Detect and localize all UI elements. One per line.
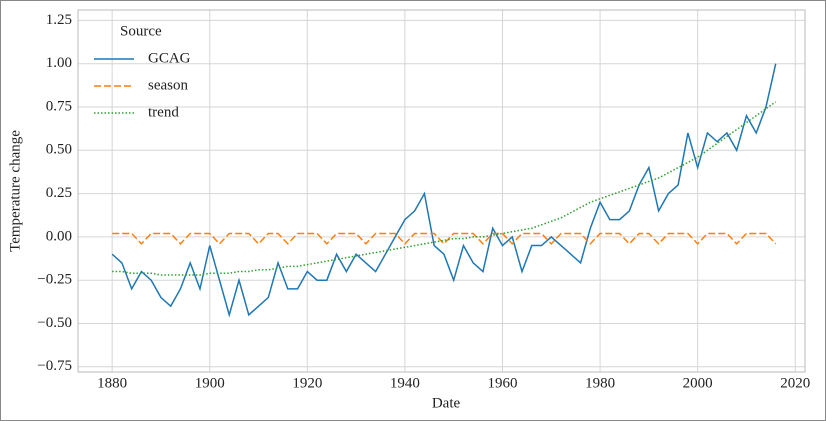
- plot-area: [77, 9, 806, 373]
- x-tick-label: 1900: [195, 375, 225, 391]
- y-tick-label: 0.50: [46, 142, 72, 158]
- x-axis-label: Date: [432, 395, 461, 411]
- legend-title: Source: [120, 23, 162, 39]
- x-tick-label: 1960: [487, 375, 517, 391]
- x-tick-label: 2020: [780, 375, 810, 391]
- legend-label: season: [148, 77, 188, 93]
- y-tick-label: −0.25: [37, 272, 72, 288]
- series-line: [112, 101, 777, 276]
- y-tick-label: 1.00: [46, 55, 72, 71]
- y-axis-label: Temperature change: [7, 130, 23, 252]
- y-tick-label: 0.25: [46, 185, 72, 201]
- series-line: [112, 232, 777, 245]
- legend-label: GCAG: [148, 50, 191, 66]
- series-line: [111, 63, 777, 318]
- x-tick-label: 1980: [585, 375, 615, 391]
- legend-label: trend: [148, 104, 179, 120]
- x-tick-label: 1880: [97, 375, 127, 391]
- y-tick-label: 0.75: [46, 98, 72, 114]
- x-tick-label: 1940: [390, 375, 420, 391]
- y-tick-label: −0.75: [37, 358, 72, 374]
- y-tick-label: 0.00: [46, 228, 72, 244]
- x-tick-label: 2000: [683, 375, 713, 391]
- x-tick-label: 1920: [292, 375, 322, 391]
- y-tick-label: −0.50: [37, 315, 72, 331]
- y-tick-label: 1.25: [46, 12, 72, 28]
